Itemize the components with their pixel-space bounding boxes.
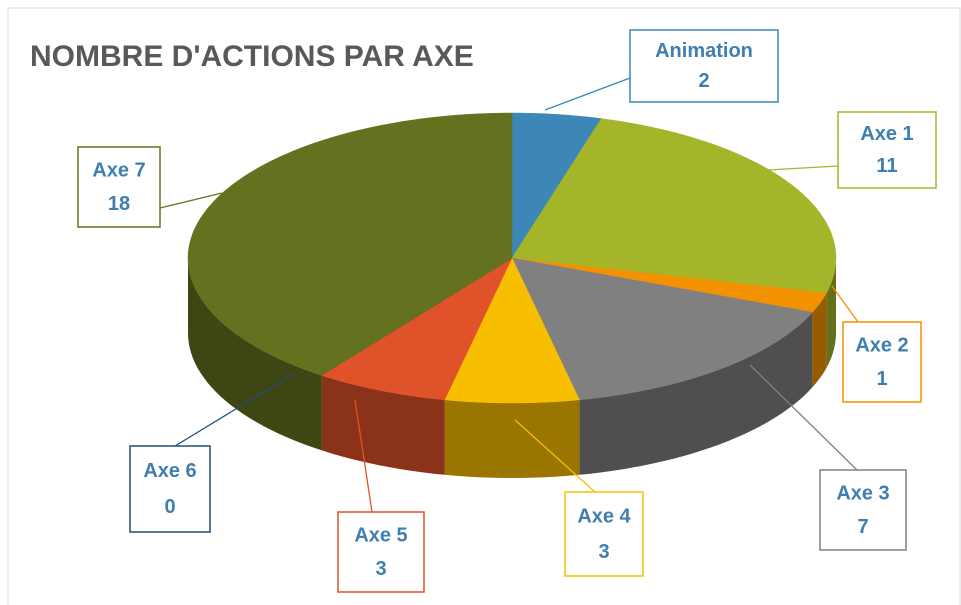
pie-slice-side	[321, 375, 445, 475]
pie-slice	[511, 257, 827, 313]
pie-slice	[321, 257, 513, 401]
data-label-name: Axe 1	[860, 123, 913, 145]
label-box	[629, 29, 779, 103]
leader-line	[159, 192, 223, 209]
data-label-name: Axe 5	[354, 524, 407, 546]
pie-slice-side	[444, 399, 580, 478]
data-label-name: Axe 4	[577, 505, 631, 527]
pie-slice-side	[579, 312, 813, 475]
label-box	[842, 321, 922, 403]
data-label-value: 2	[698, 70, 709, 92]
pie-slice	[187, 112, 513, 376]
data-label-name: Axe 2	[855, 334, 908, 356]
label-box	[564, 491, 644, 577]
leader-line	[767, 165, 839, 171]
pie-slice	[511, 112, 602, 259]
label-box	[837, 111, 937, 189]
chart-title: NOMBRE D'ACTIONS PAR AXE	[30, 40, 474, 73]
pie-slice	[444, 257, 580, 404]
data-label-name: Animation	[655, 40, 753, 62]
pie-slice	[511, 118, 837, 294]
label-box	[129, 445, 211, 533]
data-label-value: 3	[375, 558, 386, 580]
label-box	[77, 146, 161, 228]
data-label-name: Axe 7	[92, 159, 145, 181]
leader-line	[831, 285, 859, 323]
label-box	[819, 469, 907, 551]
leader-line	[749, 364, 858, 471]
leader-line	[544, 77, 631, 111]
pie-slice	[511, 257, 813, 401]
data-label-value: 7	[857, 516, 868, 538]
pie-slice-side	[826, 258, 836, 369]
data-label-name: Axe 6	[143, 460, 196, 482]
pie-slice-side	[812, 293, 827, 388]
data-label-name: Axe 3	[836, 482, 889, 504]
label-box	[337, 511, 425, 593]
data-label-value: 18	[108, 193, 130, 215]
leader-line	[354, 399, 373, 513]
pie-slice-side	[188, 258, 322, 451]
data-label-value: 3	[598, 541, 609, 563]
data-label-value: 1	[876, 368, 887, 390]
data-label-value: 11	[876, 155, 897, 177]
data-label-value: 0	[164, 496, 175, 518]
leader-line	[174, 372, 296, 447]
leader-line	[514, 419, 596, 493]
